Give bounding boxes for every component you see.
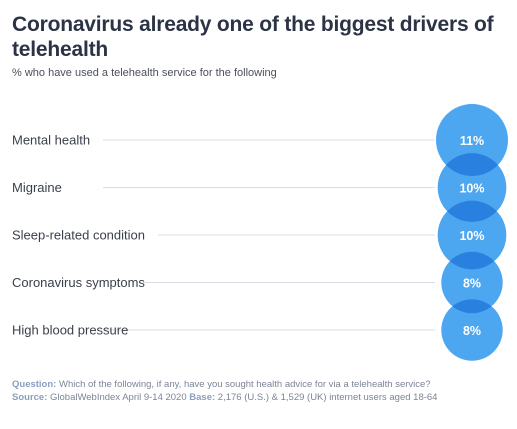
source-line: Source: GlobalWebIndex April 9-14 2020 B… <box>12 391 507 404</box>
question-line: Question: Which of the following, if any… <box>12 378 507 391</box>
value-label: 11% <box>460 134 484 148</box>
value-label: 8% <box>463 277 481 291</box>
footnote: Question: Which of the following, if any… <box>12 378 507 404</box>
category-label: Sleep-related condition <box>12 228 145 243</box>
category-label: Coronavirus symptoms <box>12 275 145 290</box>
question-label: Question: <box>12 379 57 390</box>
category-label: High blood pressure <box>12 323 128 338</box>
source-text: GlobalWebIndex April 9-14 2020 <box>50 392 187 403</box>
value-labels: 11% 10% 10% 8% 8% <box>459 134 484 338</box>
bubbles <box>436 104 508 361</box>
category-labels: Mental health Migraine Sleep-related condi… <box>12 133 145 338</box>
base-text: 2,176 (U.S.) & 1,529 (UK) internet users… <box>217 392 438 403</box>
category-label: Migraine <box>12 180 62 195</box>
leader-lines <box>103 139 435 331</box>
base-label: Base: <box>189 392 216 403</box>
value-label: 8% <box>463 324 481 338</box>
category-label: Mental health <box>12 133 90 148</box>
source-label: Source: <box>12 392 48 403</box>
bubble <box>436 104 508 176</box>
bubble <box>437 200 507 270</box>
bubble <box>441 251 503 314</box>
chart-title: Coronavirus already one of the biggest d… <box>12 13 494 61</box>
chart-subtitle: % who have used a telehealth service for… <box>12 67 277 79</box>
value-label: 10% <box>459 182 484 196</box>
bubble-overlap <box>437 153 507 176</box>
question-text: Which of the following, if any, have you… <box>58 379 431 390</box>
bubble <box>441 299 503 361</box>
value-label: 10% <box>459 229 484 243</box>
